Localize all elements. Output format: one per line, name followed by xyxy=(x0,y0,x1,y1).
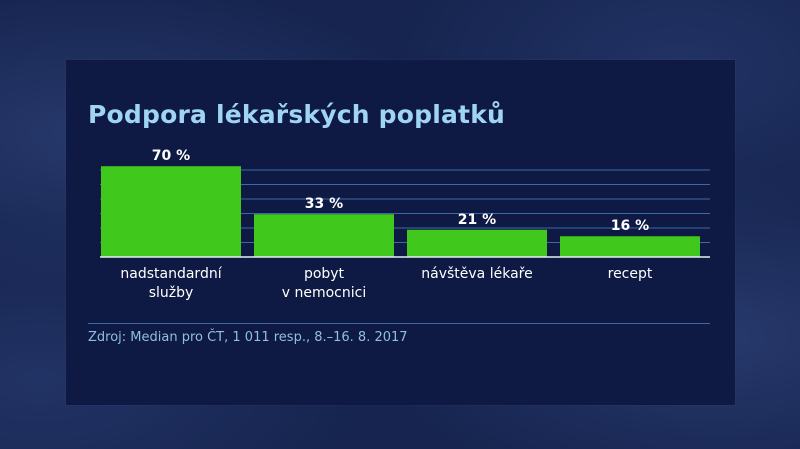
source-note: Zdroj: Median pro ČT, 1 011 resp., 8.–16… xyxy=(88,330,408,345)
bar xyxy=(407,229,547,257)
value-label: 70 % xyxy=(152,148,190,164)
category-label: služby xyxy=(149,285,194,301)
bar xyxy=(560,236,700,257)
value-label: 33 % xyxy=(305,196,343,212)
category-label: pobyt xyxy=(304,266,345,282)
chart-panel: Podpora lékařských poplatků 70 % nadstand… xyxy=(66,60,735,405)
category-label: nadstandardní xyxy=(120,266,222,282)
bar xyxy=(254,214,394,257)
category-label: návštěva lékaře xyxy=(421,266,532,282)
source-divider xyxy=(88,323,710,324)
bar-chart: 70 % nadstandardní služby 33 % pobyt v nemocn… xyxy=(100,148,710,301)
value-label: 16 % xyxy=(611,218,649,234)
chart-title: Podpora lékařských poplatků xyxy=(88,100,506,129)
category-label: recept xyxy=(608,266,653,282)
value-label: 21 % xyxy=(458,212,496,228)
category-label: v nemocnici xyxy=(282,285,366,301)
bar xyxy=(101,166,241,257)
